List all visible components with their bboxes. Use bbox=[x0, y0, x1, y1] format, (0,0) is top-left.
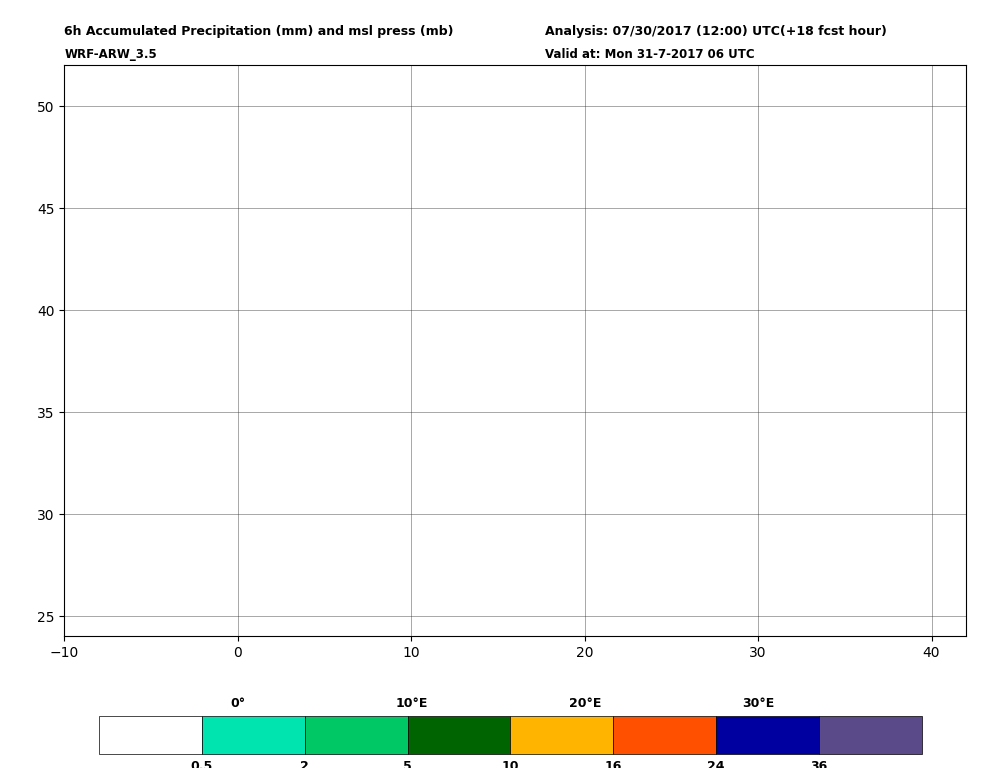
Text: 2: 2 bbox=[300, 760, 309, 768]
Text: 0°: 0° bbox=[230, 697, 246, 710]
Text: 10: 10 bbox=[501, 760, 519, 768]
Text: 36: 36 bbox=[811, 760, 827, 768]
Text: 30°E: 30°E bbox=[742, 697, 774, 710]
Text: Analysis: 07/30/2017 (12:00) UTC(+18 fcst hour): Analysis: 07/30/2017 (12:00) UTC(+18 fcs… bbox=[545, 25, 887, 38]
Text: 20°E: 20°E bbox=[569, 697, 601, 710]
Text: Valid at: Mon 31-7-2017 06 UTC: Valid at: Mon 31-7-2017 06 UTC bbox=[545, 48, 755, 61]
Text: 10°E: 10°E bbox=[395, 697, 427, 710]
Text: 16: 16 bbox=[605, 760, 622, 768]
Text: 0.5: 0.5 bbox=[191, 760, 213, 768]
Text: 5: 5 bbox=[403, 760, 412, 768]
Text: WRF-ARW_3.5: WRF-ARW_3.5 bbox=[64, 48, 158, 61]
Text: 24: 24 bbox=[708, 760, 724, 768]
Text: 6h Accumulated Precipitation (mm) and msl press (mb): 6h Accumulated Precipitation (mm) and ms… bbox=[64, 25, 454, 38]
